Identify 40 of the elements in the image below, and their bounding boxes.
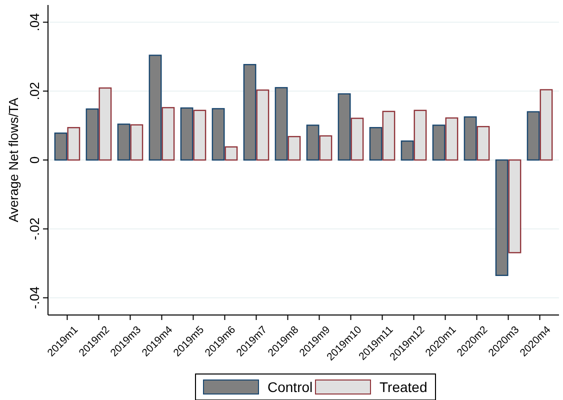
bar xyxy=(224,146,238,161)
bar xyxy=(243,64,256,161)
bar xyxy=(319,135,332,161)
bar xyxy=(130,124,144,161)
bar xyxy=(148,54,162,161)
bar xyxy=(274,87,288,161)
bar xyxy=(212,108,225,161)
bar xyxy=(369,127,382,161)
bar xyxy=(117,124,130,161)
y-tick-label: .04 xyxy=(27,13,42,32)
y-tick-label: 0 xyxy=(27,156,42,164)
y-tick-label: -.02 xyxy=(27,218,42,240)
bar xyxy=(526,111,540,161)
bar xyxy=(400,140,414,161)
y-tick-label: .02 xyxy=(27,82,42,100)
bar xyxy=(54,132,68,161)
bar xyxy=(540,89,553,161)
bar xyxy=(495,159,508,276)
bar xyxy=(306,124,320,161)
bar xyxy=(350,118,364,161)
bar xyxy=(288,136,301,161)
bar xyxy=(338,93,351,161)
bar xyxy=(508,159,522,254)
bar xyxy=(445,117,458,161)
bar xyxy=(464,116,477,161)
bar xyxy=(476,126,490,161)
bar xyxy=(86,108,99,161)
bar xyxy=(193,110,206,161)
legend-label: Treated xyxy=(380,379,428,395)
bar xyxy=(67,127,80,161)
bar xyxy=(162,107,175,161)
bar xyxy=(180,107,194,161)
bar xyxy=(382,110,396,161)
legend-label: Control xyxy=(268,379,313,395)
bar xyxy=(98,87,112,161)
bar xyxy=(432,124,446,161)
bar xyxy=(414,110,427,161)
bar xyxy=(256,89,270,161)
y-axis-title: Average Net flows/TA xyxy=(6,97,21,222)
y-tick-label: -.04 xyxy=(27,286,42,309)
